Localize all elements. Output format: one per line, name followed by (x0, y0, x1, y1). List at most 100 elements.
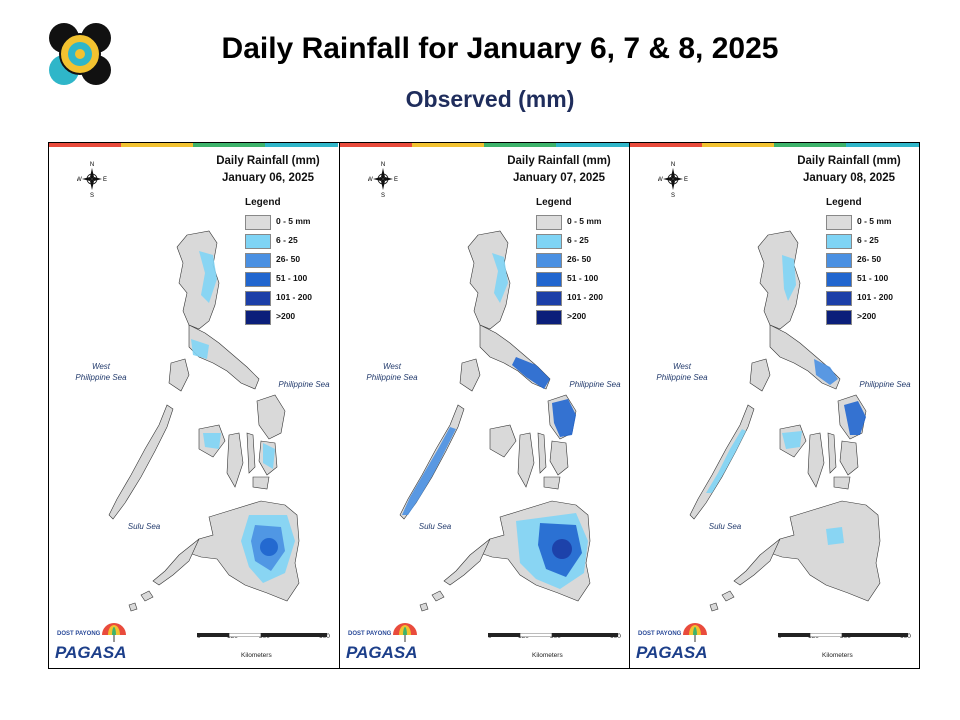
mindoro-landmass (749, 358, 771, 392)
brand-top: DOST PAYONG (348, 631, 392, 637)
panel-title-line1: Daily Rainfall (mm) (797, 155, 901, 167)
legend-item: 51 - 100 (536, 272, 626, 291)
panel-title: Daily Rainfall (mm) January 06, 2025 (208, 153, 328, 187)
panel-title-line2: January 08, 2025 (802, 172, 896, 184)
negros-landmass (226, 432, 244, 488)
legend-item: 26- 50 (826, 253, 916, 272)
panay-landmass (489, 424, 517, 458)
brand-top: DOST PAYONG (57, 631, 101, 637)
scale-bar: 0 150 300 600 Kilometers (488, 633, 621, 663)
legend-item: 0 - 5 mm (245, 215, 335, 234)
rain-bicol (814, 359, 838, 385)
sea-label-east: Philippine Sea (278, 380, 330, 389)
pagasa-brand: DOST PAYONG PAGASA (51, 621, 131, 662)
zamboanga-landmass (443, 538, 491, 586)
compass-n: N (381, 162, 385, 168)
sea-label-west: West Philippine Sea (366, 362, 418, 382)
map-panel-jan-08: N W E S Daily Rainfall (mm) January 08, … (629, 143, 919, 668)
scale-bar: 0 150 300 600 Kilometers (778, 633, 911, 663)
bohol-landmass (833, 476, 851, 490)
color-stripe (49, 143, 338, 147)
panel-title-line2: January 07, 2025 (512, 172, 606, 184)
compass-n: N (671, 162, 675, 168)
rain-palawan (706, 429, 746, 493)
map-panel-jan-06: N W E S Daily Rainfall (mm) January 06, … (49, 143, 338, 668)
samar-landmass (256, 394, 286, 440)
cebu-landmass (246, 432, 256, 474)
pagasa-brand: DOST PAYONG PAGASA (632, 621, 712, 662)
bohol-landmass (252, 476, 270, 490)
color-stripe (340, 143, 629, 147)
rain-bicol (512, 357, 550, 389)
scale-unit: Kilometers (822, 652, 853, 659)
brand-top: DOST PAYONG (638, 631, 682, 637)
sea-label-sulu: Sulu Sea (418, 522, 452, 531)
rain-southern-luzon (191, 339, 209, 359)
legend-item: >200 (536, 310, 626, 329)
cebu-landmass (537, 432, 547, 474)
map-panels: N W E S Daily Rainfall (mm) January 06, … (48, 142, 920, 669)
pagasa-brand: DOST PAYONG PAGASA (342, 621, 422, 662)
philippines-map (689, 230, 881, 612)
compass-e: E (394, 177, 398, 183)
sea-label-sulu: Sulu Sea (708, 522, 742, 531)
mindanao-landmass (769, 500, 881, 602)
legend-item: 6 - 25 (245, 234, 335, 253)
sea-label-sulu: Sulu Sea (127, 522, 161, 531)
legend-item: 26- 50 (245, 253, 335, 272)
panel-title: Daily Rainfall (mm) January 07, 2025 (499, 153, 619, 187)
compass-s: S (381, 193, 385, 199)
legend-item: 6 - 25 (536, 234, 626, 253)
pagasa-logo (48, 22, 112, 86)
philippines-map (108, 230, 300, 612)
zamboanga-landmass (733, 538, 781, 586)
sea-label-east: Philippine Sea (569, 380, 621, 389)
mindoro-landmass (459, 358, 481, 392)
legend: Legend 0 - 5 mm 6 - 25 26- 50 51 - 100 1… (245, 197, 335, 329)
legend-title: Legend (536, 197, 572, 208)
rain-central-mindanao-peak (260, 538, 278, 556)
compass-n: N (90, 162, 94, 168)
bohol-landmass (543, 476, 561, 490)
legend-title: Legend (826, 197, 862, 208)
page-subtitle: Observed (mm) (405, 86, 575, 112)
rain-leyte (263, 443, 275, 469)
legend-item: 101 - 200 (826, 291, 916, 310)
compass-s: S (671, 193, 675, 199)
palawan-landmass (108, 404, 174, 520)
scale-unit: Kilometers (241, 652, 272, 659)
legend-item: 6 - 25 (826, 234, 916, 253)
legend-item: >200 (245, 310, 335, 329)
legend-item: 51 - 100 (245, 272, 335, 291)
mindoro-landmass (168, 358, 190, 392)
rain-samar (844, 401, 866, 435)
legend: Legend 0 - 5 mm 6 - 25 26- 50 51 - 100 1… (826, 197, 916, 329)
panel-title-line1: Daily Rainfall (mm) (507, 155, 611, 167)
rain-northeast-luzon (492, 253, 508, 303)
brand-name: PAGASA (636, 643, 708, 662)
luzon-landmass (757, 230, 801, 330)
rain-samar (552, 399, 576, 437)
leyte-landmass (549, 440, 569, 476)
panel-title-line2: January 06, 2025 (221, 172, 315, 184)
legend-item: 101 - 200 (245, 291, 335, 310)
compass-e: E (103, 177, 107, 183)
sea-label-east: Philippine Sea (859, 380, 911, 389)
rain-palawan (402, 427, 456, 515)
brand-name: PAGASA (55, 643, 127, 662)
cebu-landmass (827, 432, 837, 474)
compass-w: W (77, 177, 82, 183)
map-panel-jan-07: N W E S Daily Rainfall (mm) January 07, … (339, 143, 629, 668)
rain-central-mindanao (826, 527, 844, 545)
sea-label-west: West Philippine Sea (656, 362, 708, 382)
compass-e: E (684, 177, 688, 183)
legend-item: 51 - 100 (826, 272, 916, 291)
southern-luzon-landmass (188, 324, 260, 390)
negros-landmass (807, 432, 825, 488)
umbrella-icon (102, 623, 126, 642)
legend-item: 101 - 200 (536, 291, 626, 310)
color-stripe (630, 143, 919, 147)
compass-s: S (90, 193, 94, 199)
zamboanga-landmass (152, 538, 200, 586)
rain-central-mindanao-peak (552, 539, 572, 559)
